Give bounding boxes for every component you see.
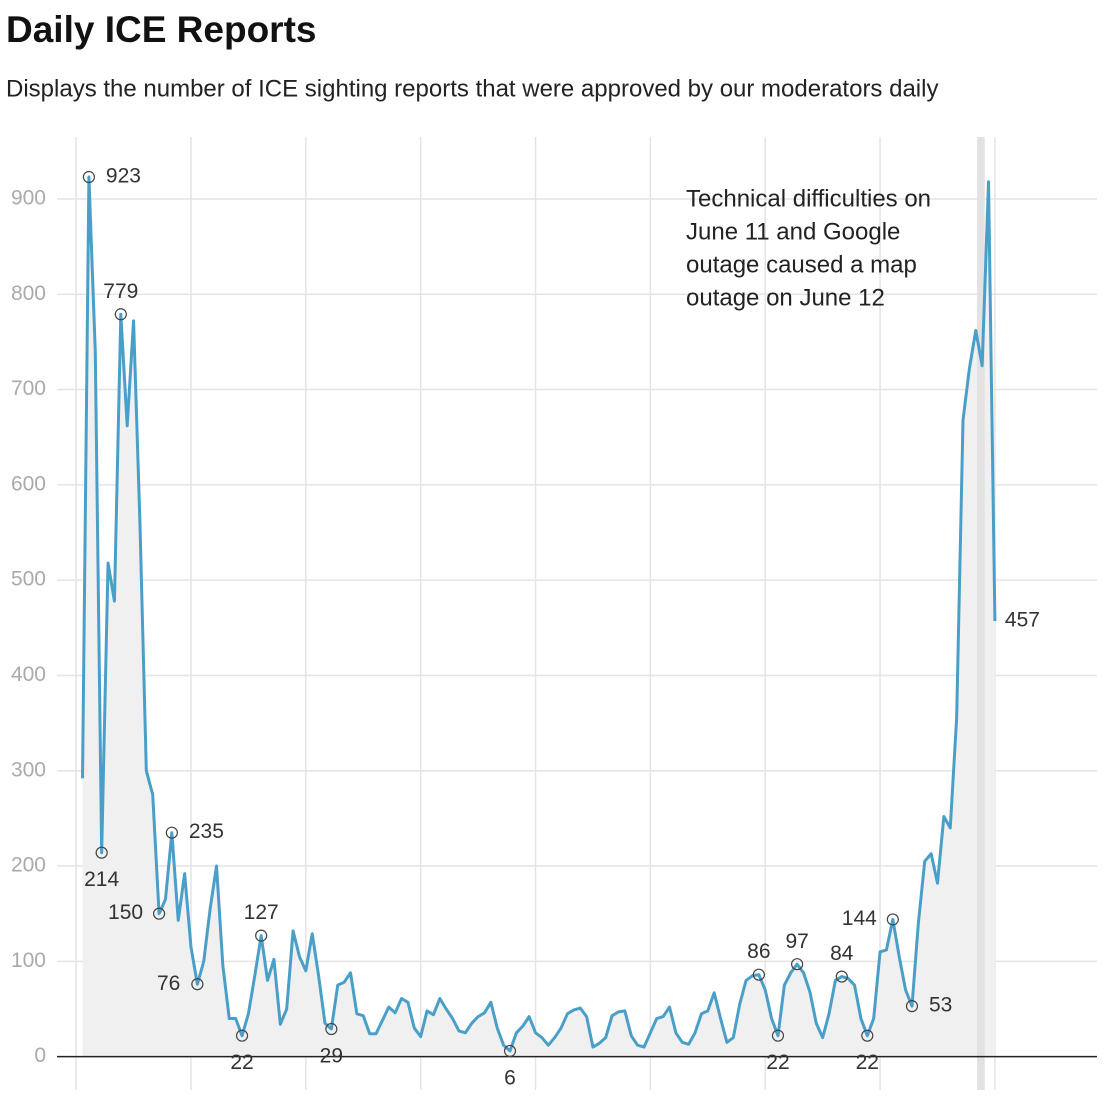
point-marker	[191, 978, 204, 991]
chart-title: Daily ICE Reports	[6, 9, 316, 50]
data-label: 29	[320, 1045, 343, 1068]
annotation: Technical difficulties on	[686, 185, 931, 212]
data-label: 457	[1005, 609, 1040, 632]
annotation: outage on June 12	[686, 284, 885, 311]
data-label: 127	[244, 901, 279, 924]
data-label: 923	[106, 165, 141, 188]
data-label: 76	[157, 972, 180, 995]
y-tick-label: 200	[11, 854, 46, 877]
line	[81, 175, 997, 1053]
data-label: 214	[84, 868, 119, 891]
chart-subtitle: Displays the number of ICE sighting repo…	[6, 75, 938, 102]
point-marker	[752, 968, 765, 981]
point-marker	[114, 308, 127, 321]
point-marker	[503, 1044, 517, 1058]
y-tick-label: 500	[11, 568, 46, 591]
annotation: outage caused a map	[686, 251, 917, 278]
y-tick-label: 900	[11, 186, 46, 209]
data-label: 779	[103, 280, 138, 303]
y-tick-label: 800	[11, 282, 46, 305]
y-tick-label: 600	[11, 472, 46, 495]
point-marker	[886, 913, 899, 926]
point-marker	[861, 1029, 874, 1042]
point-marker	[95, 846, 108, 859]
data-label: 235	[189, 820, 224, 843]
area	[82, 177, 995, 1057]
point-marker	[165, 826, 178, 839]
data-label: 150	[108, 901, 143, 924]
y-tick-label: 0	[34, 1044, 46, 1067]
y-tick-label: 400	[11, 663, 46, 686]
point-marker	[325, 1022, 338, 1036]
data-label: 22	[856, 1051, 879, 1074]
y-tick-label: 700	[11, 377, 46, 400]
point-marker	[152, 907, 166, 920]
annotation: June 11 and Google	[686, 218, 900, 245]
y-tick-label: 100	[11, 949, 46, 972]
highlight-band	[977, 137, 985, 1090]
data-label: 144	[842, 907, 877, 930]
point-marker	[771, 1029, 785, 1042]
data-label: 22	[766, 1051, 789, 1074]
data-label: 86	[747, 940, 770, 963]
point-marker	[255, 929, 268, 942]
data-label: 6	[504, 1066, 516, 1089]
y-tick-label: 300	[11, 758, 46, 781]
data-label: 22	[230, 1051, 253, 1074]
point-marker	[235, 1029, 249, 1042]
data-label: 84	[830, 942, 854, 965]
data-label: 97	[785, 930, 808, 953]
point-marker	[835, 970, 848, 983]
point-marker	[791, 958, 804, 971]
point-marker	[905, 1000, 919, 1013]
point-marker	[82, 170, 96, 184]
data-label: 53	[929, 994, 952, 1017]
